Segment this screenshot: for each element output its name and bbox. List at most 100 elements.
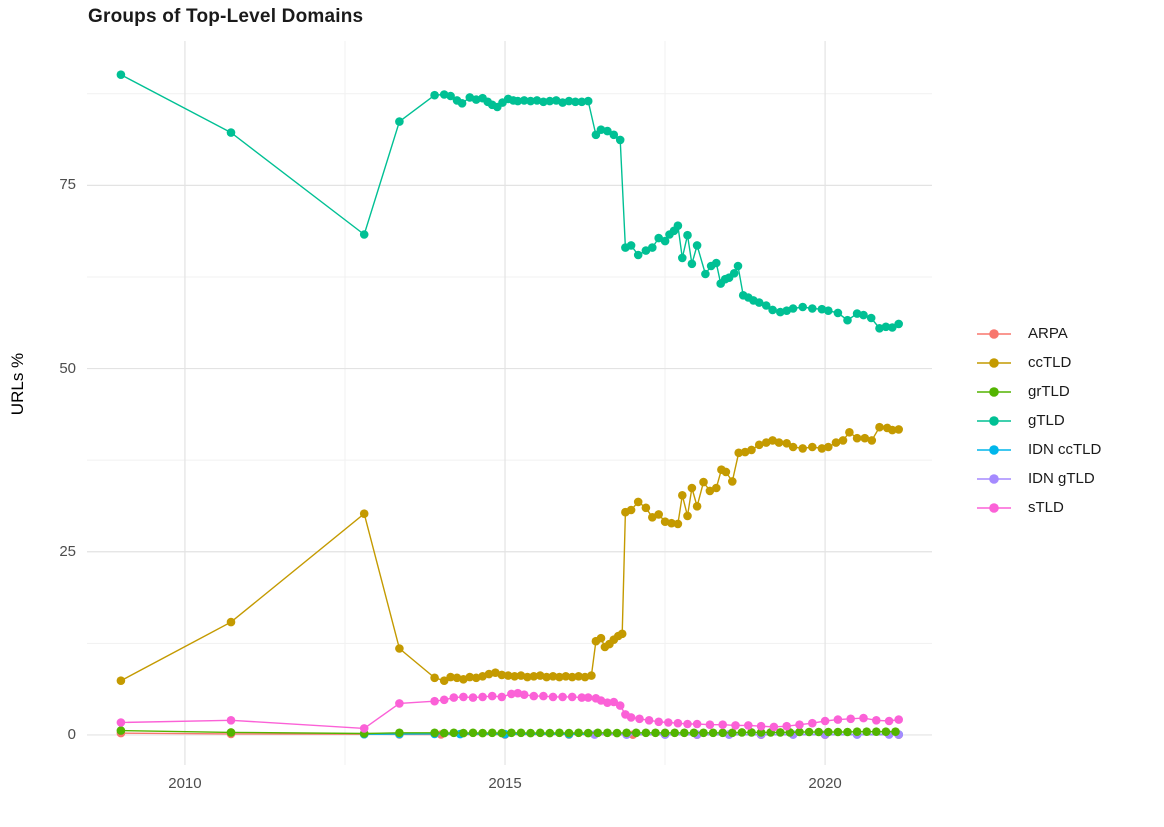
legend-key-icon: [977, 473, 1011, 484]
data-point: [395, 117, 404, 126]
data-point: [718, 720, 727, 729]
data-point: [843, 315, 852, 325]
data-point: [852, 727, 862, 736]
data-point: [708, 728, 718, 738]
data-point: [532, 96, 542, 105]
data-point: [519, 96, 529, 105]
data-point: [872, 716, 881, 725]
data-point: [831, 438, 841, 447]
legend-item-cctld: ccTLD: [976, 348, 1101, 377]
data-point: [833, 715, 843, 724]
data-point: [692, 719, 702, 729]
data-point: [449, 728, 459, 738]
data-point: [465, 672, 475, 682]
data-point: [734, 448, 743, 458]
data-point: [583, 96, 593, 106]
data-point: [731, 721, 740, 730]
data-point: [116, 718, 126, 727]
data-point: [859, 713, 868, 723]
legend-key-icon: [977, 328, 1011, 339]
data-point: [769, 722, 779, 732]
data-point: [660, 728, 670, 738]
data-point: [626, 505, 636, 515]
y-tick-label: 50: [59, 359, 76, 377]
data-point: [359, 724, 369, 733]
data-point: [626, 241, 636, 250]
legend-item-gtld: gTLD: [976, 406, 1101, 435]
data-point: [872, 727, 881, 736]
data-point: [526, 728, 535, 738]
data-point: [633, 250, 643, 260]
data-point: [609, 130, 619, 140]
legend-key-dot: [989, 444, 999, 455]
legend-item-idn-gtld: IDN gTLD: [976, 464, 1101, 493]
data-point: [894, 425, 903, 434]
data-point: [814, 727, 823, 737]
data-point: [894, 715, 903, 724]
data-point: [116, 70, 126, 79]
legend-key-icon: [977, 386, 1011, 397]
data-point: [503, 671, 513, 680]
data-point: [471, 95, 481, 104]
legend-item-idn-cctld: IDN ccTLD: [976, 435, 1101, 464]
data-point: [603, 728, 612, 738]
data-point: [529, 691, 539, 701]
data-point: [116, 726, 126, 735]
data-point: [542, 672, 551, 682]
data-point: [846, 714, 855, 724]
data-point: [774, 438, 784, 447]
series-stld: [116, 688, 903, 733]
legend-item-grtld: grTLD: [976, 377, 1101, 406]
legend-label: IDN ccTLD: [1028, 441, 1102, 458]
data-point: [497, 692, 507, 702]
data-point: [756, 728, 766, 737]
data-point: [548, 672, 558, 681]
data-point: [705, 486, 715, 496]
data-point: [670, 728, 679, 738]
data-point: [615, 701, 625, 710]
data-point: [824, 442, 833, 452]
data-point: [567, 692, 577, 702]
data-point: [701, 269, 710, 279]
data-point: [487, 728, 497, 738]
data-point: [622, 728, 631, 738]
data-point: [478, 728, 487, 738]
data-point: [526, 96, 535, 106]
legend-key-dot: [989, 502, 999, 513]
legend-label: grTLD: [1028, 383, 1070, 400]
data-point: [641, 246, 651, 255]
data-point: [699, 477, 708, 487]
data-point: [683, 511, 692, 521]
chart-title: Groups of Top-Level Domains: [88, 6, 364, 27]
data-point: [852, 433, 862, 443]
data-point: [577, 97, 587, 107]
data-point: [881, 322, 891, 332]
data-point: [859, 310, 868, 320]
data-point: [457, 99, 467, 108]
data-point: [484, 669, 494, 679]
data-point: [888, 425, 897, 435]
data-point: [788, 442, 798, 452]
data-point: [860, 433, 870, 443]
data-point: [555, 672, 564, 682]
data-point: [507, 728, 516, 738]
data-point: [529, 672, 539, 681]
legend-key-icon: [977, 415, 1011, 426]
legend-label: IDN gTLD: [1028, 470, 1095, 487]
data-point: [648, 243, 657, 252]
y-tick-label: 75: [59, 176, 76, 194]
series-line: [120, 692, 899, 730]
data-point: [776, 307, 785, 317]
data-point: [833, 308, 843, 318]
data-point: [845, 428, 854, 437]
series-grtld: [116, 726, 900, 738]
data-point: [446, 672, 455, 682]
data-point: [768, 305, 777, 315]
data-point: [583, 693, 593, 702]
data-point: [728, 477, 737, 486]
data-point: [761, 301, 771, 310]
y-tick-label: 25: [59, 542, 76, 560]
legend-label: gTLD: [1028, 412, 1065, 429]
data-point: [747, 445, 756, 455]
